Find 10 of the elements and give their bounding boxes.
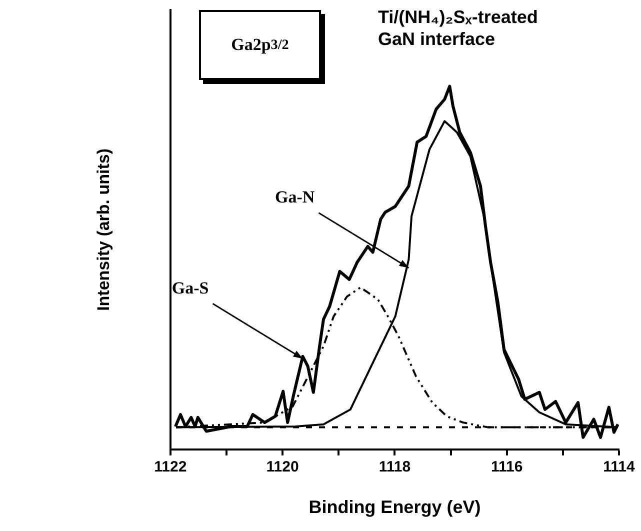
chart-title: Ti/(NH₄)₂Sₓ-treated GaN interface [378,6,539,50]
x-tick-label: 1114 [603,458,636,476]
annotation: Ga-S [172,278,209,298]
x-tick-label: 1122 [154,458,187,476]
x-axis-title: Binding Energy (eV) [308,497,481,518]
annotation: Ga-N [275,188,316,207]
x-tick-label: 1116 [490,458,523,476]
x-tick-label: 1120 [266,458,299,476]
y-axis-title: Intensity (arb. units) [94,148,113,311]
x-tick-label: 1118 [378,458,411,476]
